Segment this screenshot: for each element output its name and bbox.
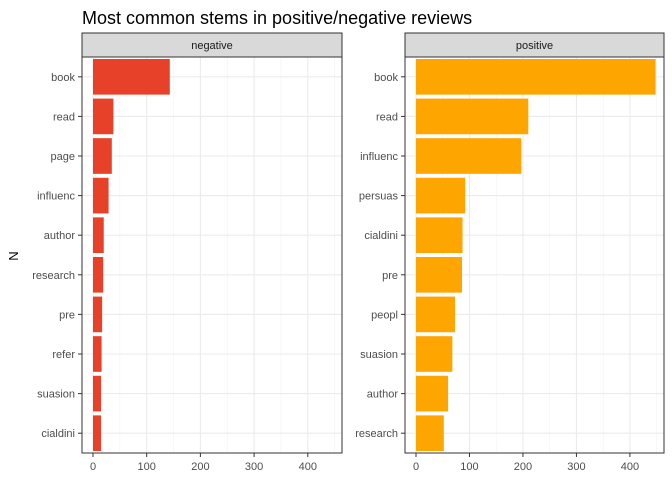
y-tick-label-refer: refer bbox=[52, 349, 75, 361]
x-tick-label: 0 bbox=[413, 461, 419, 473]
bar-positive-peopl bbox=[416, 296, 456, 333]
facet-strip-positive bbox=[404, 32, 665, 58]
y-tick-label-read: read bbox=[53, 111, 75, 123]
x-tick-label: 200 bbox=[191, 461, 209, 473]
y-tick-label-suasion: suasion bbox=[360, 349, 398, 361]
y-tick-label-book: book bbox=[51, 72, 75, 84]
y-tick-label-suasion: suasion bbox=[37, 389, 75, 401]
y-tick-label-pre: pre bbox=[59, 309, 75, 321]
y-tick-label-influenc: influenc bbox=[360, 151, 398, 163]
bar-positive-read bbox=[416, 98, 529, 135]
bar-negative-pre bbox=[93, 296, 103, 333]
y-tick-label-cialdini: cialdini bbox=[41, 428, 75, 440]
y-tick-label-author: author bbox=[367, 389, 399, 401]
x-tick-label: 300 bbox=[245, 461, 263, 473]
bar-negative-page bbox=[93, 138, 112, 174]
y-tick-label-pre: pre bbox=[382, 270, 398, 282]
bar-positive-suasion bbox=[416, 336, 453, 372]
x-tick-label: 200 bbox=[514, 461, 532, 473]
x-axis-title: N bbox=[6, 251, 21, 260]
y-tick-label-book: book bbox=[374, 72, 398, 84]
y-tick-label-peopl: peopl bbox=[371, 309, 398, 321]
y-tick-label-page: page bbox=[51, 151, 75, 163]
facet-strip-negative bbox=[81, 32, 343, 58]
bar-positive-research bbox=[416, 415, 444, 452]
x-tick-label: 400 bbox=[621, 461, 639, 473]
y-tick-label-research: research bbox=[32, 270, 75, 282]
bar-negative-refer bbox=[93, 336, 102, 372]
y-tick-label-read: read bbox=[376, 111, 398, 123]
facet-strip-label-positive: positive bbox=[516, 40, 553, 52]
y-tick-label-author: author bbox=[44, 230, 76, 242]
bar-positive-author bbox=[416, 375, 449, 412]
y-tick-label-cialdini: cialdini bbox=[364, 230, 398, 242]
x-tick-label: 0 bbox=[90, 461, 96, 473]
facet-positive: positive book read influenc persuas cialdini p… bbox=[355, 32, 665, 473]
bar-negative-suasion bbox=[93, 375, 102, 412]
x-tick-label: 300 bbox=[567, 461, 585, 473]
bar-negative-author bbox=[93, 217, 104, 254]
facet-panels: negative book read page influenc author resear… bbox=[32, 32, 665, 473]
bar-negative-research bbox=[93, 256, 104, 293]
bar-negative-cialdini bbox=[93, 415, 102, 452]
x-tick-label: 100 bbox=[460, 461, 478, 473]
panel-border-negative bbox=[81, 56, 343, 454]
facet-strip-label-negative: negative bbox=[191, 40, 233, 52]
bar-positive-book bbox=[416, 58, 656, 95]
x-tick-label: 400 bbox=[299, 461, 317, 473]
facet-negative: negative book read page influenc author resear… bbox=[32, 32, 343, 473]
bar-negative-read bbox=[93, 98, 114, 135]
bar-negative-influenc bbox=[93, 177, 109, 214]
bar-positive-influenc bbox=[416, 138, 522, 174]
y-tick-label-research: research bbox=[355, 428, 398, 440]
bar-positive-cialdini bbox=[416, 217, 463, 254]
bar-positive-persuas bbox=[416, 177, 466, 214]
chart-title: Most common stems in positive/negative r… bbox=[82, 8, 472, 28]
x-tick-label: 100 bbox=[138, 461, 156, 473]
y-tick-label-persuas: persuas bbox=[359, 191, 399, 203]
bar-positive-pre bbox=[416, 256, 462, 293]
panel-border-positive bbox=[404, 56, 665, 454]
plot-background-negative bbox=[82, 57, 342, 453]
y-tick-label-influenc: influenc bbox=[37, 191, 75, 203]
bar-negative-book bbox=[93, 58, 170, 95]
